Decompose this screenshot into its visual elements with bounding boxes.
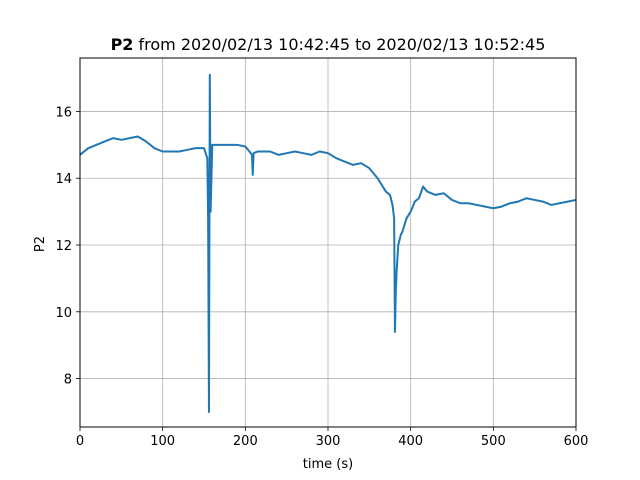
x-tick-label: 200	[233, 434, 258, 449]
x-tick-label: 500	[481, 434, 506, 449]
chart-title-range: from 2020/02/13 10:42:45 to 2020/02/13 1…	[133, 35, 545, 54]
x-tick-label: 300	[316, 434, 341, 449]
x-axis-label: time (s)	[303, 457, 353, 472]
grid-lines	[79, 58, 577, 427]
y-axis-label: P2	[33, 236, 48, 252]
series-line-p2	[79, 73, 577, 413]
x-axis: 0 100 200 300 400 500 600	[76, 427, 589, 449]
x-tick-label: 0	[76, 434, 84, 449]
y-tick-label: 12	[55, 239, 72, 254]
chart-title: P2 from 2020/02/13 10:42:45 to 2020/02/1…	[111, 35, 546, 54]
x-tick-label: 100	[150, 434, 175, 449]
chart-title-bold: P2	[111, 35, 134, 54]
y-tick-label: 14	[55, 172, 72, 187]
x-tick-label: 600	[564, 434, 589, 449]
y-tick-label: 10	[55, 306, 72, 321]
y-tick-label: 16	[55, 105, 72, 120]
plot-area	[79, 73, 577, 413]
y-tick-label: 8	[64, 373, 72, 388]
y-axis: 8 10 12 14 16	[55, 105, 80, 388]
x-tick-label: 400	[398, 434, 423, 449]
